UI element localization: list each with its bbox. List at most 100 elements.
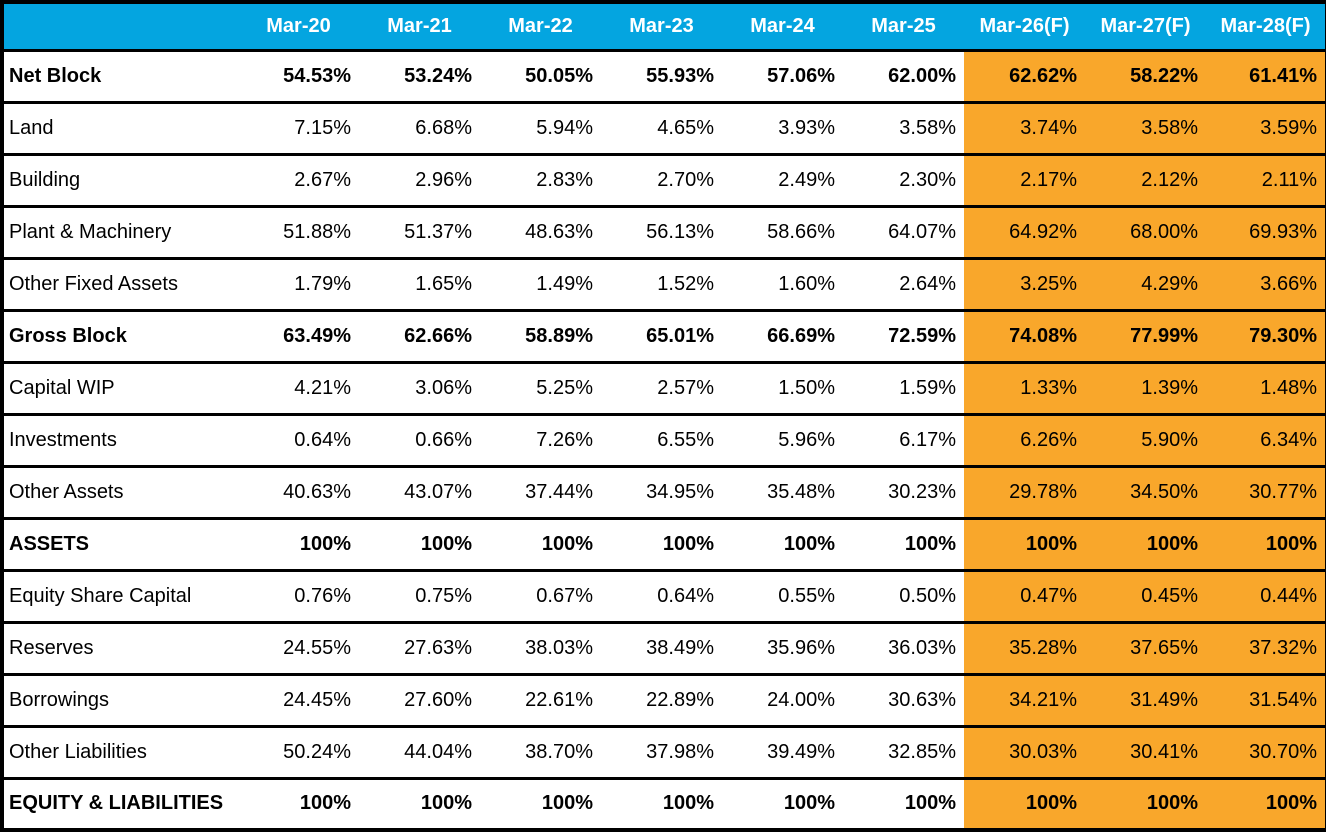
cell-value: 100% <box>359 516 480 572</box>
cell-value: 7.26% <box>480 412 601 468</box>
cell-value: 35.96% <box>722 620 843 676</box>
cell-value: 40.63% <box>238 464 359 520</box>
cell-value: 1.52% <box>601 256 722 312</box>
cell-value: 72.59% <box>843 308 964 364</box>
cell-value: 2.70% <box>601 152 722 208</box>
cell-value: 100% <box>601 776 722 832</box>
cell-value: 22.89% <box>601 672 722 728</box>
cell-value: 55.93% <box>601 48 722 104</box>
cell-value: 68.00% <box>1085 204 1206 260</box>
cell-value: 3.59% <box>1206 100 1326 156</box>
cell-value: 63.49% <box>238 308 359 364</box>
cell-value: 69.93% <box>1206 204 1326 260</box>
cell-value: 30.63% <box>843 672 964 728</box>
cell-value: 24.55% <box>238 620 359 676</box>
cell-value: 2.12% <box>1085 152 1206 208</box>
cell-value: 58.22% <box>1085 48 1206 104</box>
cell-value: 79.30% <box>1206 308 1326 364</box>
cell-value: 100% <box>964 776 1085 832</box>
cell-value: 100% <box>1085 776 1206 832</box>
cell-value: 0.75% <box>359 568 480 624</box>
cell-value: 4.65% <box>601 100 722 156</box>
row-label: Net Block <box>2 48 238 104</box>
cell-value: 1.60% <box>722 256 843 312</box>
cell-value: 34.21% <box>964 672 1085 728</box>
row-label: Equity Share Capital <box>2 568 238 624</box>
cell-value: 38.70% <box>480 724 601 780</box>
row-label: Investments <box>2 412 238 468</box>
cell-value: 100% <box>1206 776 1326 832</box>
column-header-mar-27-f: Mar-27(F) <box>1085 0 1206 52</box>
cell-value: 35.28% <box>964 620 1085 676</box>
cell-value: 34.50% <box>1085 464 1206 520</box>
cell-value: 65.01% <box>601 308 722 364</box>
table-row-investments: Investments 0.64% 0.66% 7.26% 6.55% 5.96% 6.17… <box>2 412 1326 468</box>
cell-value: 2.57% <box>601 360 722 416</box>
row-label: Capital WIP <box>2 360 238 416</box>
cell-value: 29.78% <box>964 464 1085 520</box>
cell-value: 3.06% <box>359 360 480 416</box>
cell-value: 32.85% <box>843 724 964 780</box>
cell-value: 100% <box>722 516 843 572</box>
table-row-capital-wip: Capital WIP 4.21% 3.06% 5.25% 2.57% 1.50% 1.59… <box>2 360 1326 416</box>
cell-value: 100% <box>1206 516 1326 572</box>
cell-value: 100% <box>722 776 843 832</box>
row-label: Building <box>2 152 238 208</box>
cell-value: 58.66% <box>722 204 843 260</box>
cell-value: 0.44% <box>1206 568 1326 624</box>
cell-value: 0.76% <box>238 568 359 624</box>
cell-value: 6.68% <box>359 100 480 156</box>
cell-value: 66.69% <box>722 308 843 364</box>
table-row-land: Land 7.15% 6.68% 5.94% 4.65% 3.93% 3.58% 3.74% 3… <box>2 100 1326 156</box>
table-row-gross-block: Gross Block 63.49% 62.66% 58.89% 65.01% 66.69… <box>2 308 1326 364</box>
table-row-other-assets: Other Assets 40.63% 43.07% 37.44% 34.95% 35.4… <box>2 464 1326 520</box>
cell-value: 0.47% <box>964 568 1085 624</box>
cell-value: 50.05% <box>480 48 601 104</box>
cell-value: 6.55% <box>601 412 722 468</box>
cell-value: 37.65% <box>1085 620 1206 676</box>
cell-value: 100% <box>1085 516 1206 572</box>
cell-value: 24.00% <box>722 672 843 728</box>
cell-value: 51.37% <box>359 204 480 260</box>
cell-value: 61.41% <box>1206 48 1326 104</box>
cell-value: 4.21% <box>238 360 359 416</box>
cell-value: 5.94% <box>480 100 601 156</box>
cell-value: 51.88% <box>238 204 359 260</box>
column-header-mar-22: Mar-22 <box>480 0 601 52</box>
cell-value: 6.26% <box>964 412 1085 468</box>
cell-value: 3.93% <box>722 100 843 156</box>
cell-value: 2.64% <box>843 256 964 312</box>
cell-value: 39.49% <box>722 724 843 780</box>
cell-value: 2.83% <box>480 152 601 208</box>
cell-value: 7.15% <box>238 100 359 156</box>
cell-value: 100% <box>964 516 1085 572</box>
row-label: Other Assets <box>2 464 238 520</box>
cell-value: 50.24% <box>238 724 359 780</box>
cell-value: 1.33% <box>964 360 1085 416</box>
corner-cell <box>2 0 238 52</box>
table-row-other-fixed-assets: Other Fixed Assets 1.79% 1.65% 1.49% 1.52% 1.… <box>2 256 1326 312</box>
cell-value: 1.59% <box>843 360 964 416</box>
cell-value: 43.07% <box>359 464 480 520</box>
cell-value: 36.03% <box>843 620 964 676</box>
cell-value: 30.77% <box>1206 464 1326 520</box>
cell-value: 30.23% <box>843 464 964 520</box>
column-header-mar-25: Mar-25 <box>843 0 964 52</box>
cell-value: 62.00% <box>843 48 964 104</box>
cell-value: 3.58% <box>843 100 964 156</box>
cell-value: 3.58% <box>1085 100 1206 156</box>
table-row-reserves: Reserves 24.55% 27.63% 38.03% 38.49% 35.96% 36… <box>2 620 1326 676</box>
cell-value: 22.61% <box>480 672 601 728</box>
cell-value: 64.92% <box>964 204 1085 260</box>
cell-value: 2.11% <box>1206 152 1326 208</box>
cell-value: 1.65% <box>359 256 480 312</box>
cell-value: 0.64% <box>238 412 359 468</box>
table-row-net-block: Net Block 54.53% 53.24% 50.05% 55.93% 57.06% 6… <box>2 48 1326 104</box>
table-row-equity-liabilities: EQUITY & LIABILITIES 100% 100% 100% 100% 100%… <box>2 776 1326 832</box>
cell-value: 34.95% <box>601 464 722 520</box>
table-row-other-liabilities: Other Liabilities 50.24% 44.04% 38.70% 37.98… <box>2 724 1326 780</box>
cell-value: 31.49% <box>1085 672 1206 728</box>
cell-value: 5.25% <box>480 360 601 416</box>
cell-value: 2.17% <box>964 152 1085 208</box>
